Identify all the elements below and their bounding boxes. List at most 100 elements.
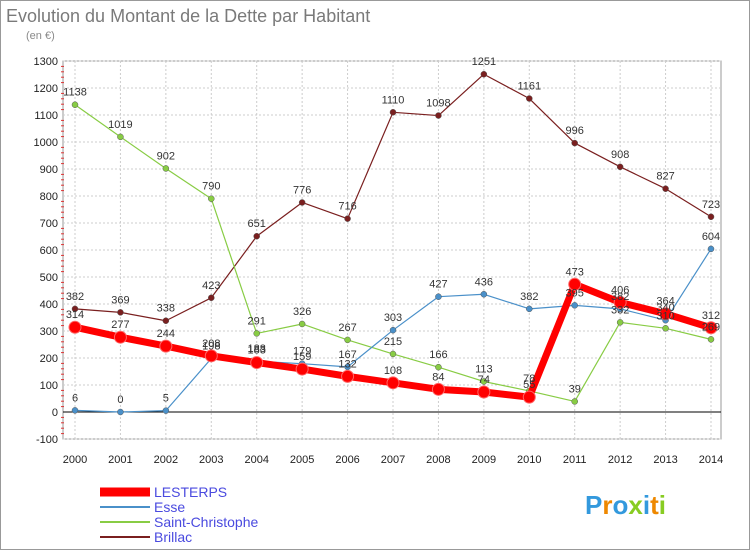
data-label: 436 bbox=[475, 276, 493, 288]
data-label: 364 bbox=[656, 296, 674, 308]
data-label: 312 bbox=[702, 310, 720, 322]
data-label: 1098 bbox=[426, 98, 450, 110]
data-point bbox=[117, 408, 124, 416]
data-label: 1019 bbox=[108, 119, 132, 131]
data-label: 267 bbox=[338, 322, 356, 334]
y-tick-label: 1000 bbox=[34, 137, 58, 149]
data-point bbox=[707, 245, 715, 253]
proxiti-logo: Proxiti bbox=[585, 490, 666, 520]
data-label: 108 bbox=[384, 365, 402, 377]
x-tick-label: 2006 bbox=[335, 454, 359, 466]
data-point bbox=[71, 305, 79, 313]
data-label: 277 bbox=[111, 319, 129, 331]
data-point bbox=[71, 101, 79, 108]
x-tick-label: 2004 bbox=[244, 454, 268, 466]
data-label: 1110 bbox=[382, 94, 405, 106]
data-point bbox=[117, 309, 124, 316]
data-point bbox=[571, 139, 578, 147]
data-point bbox=[526, 95, 533, 102]
data-point bbox=[253, 232, 260, 240]
data-label-layer: 382 369 338 423 651 776 716 1110 1098 1251 1161 996… bbox=[63, 56, 720, 406]
data-point bbox=[431, 382, 445, 396]
x-tick-label: 2010 bbox=[517, 454, 541, 466]
data-label: 310 bbox=[656, 310, 674, 322]
y-tick-label: 1300 bbox=[34, 56, 58, 68]
data-label: 167 bbox=[338, 349, 356, 361]
data-point bbox=[208, 294, 215, 302]
data-label: 183 bbox=[248, 345, 266, 357]
legend-label: Brillac bbox=[154, 529, 192, 545]
y-tick-label: 500 bbox=[40, 272, 58, 284]
data-point bbox=[162, 317, 170, 324]
data-label: 651 bbox=[248, 218, 266, 230]
data-point bbox=[704, 321, 718, 335]
data-label: 5 bbox=[163, 393, 169, 405]
data-point bbox=[250, 356, 264, 370]
x-tick-label: 2002 bbox=[154, 454, 178, 466]
data-label: 382 bbox=[66, 291, 84, 303]
x-tick-label: 2012 bbox=[608, 454, 632, 466]
data-label: 0 bbox=[117, 394, 123, 406]
x-tick-label: 2014 bbox=[699, 454, 723, 466]
data-point bbox=[522, 390, 536, 404]
x-tick-label: 2001 bbox=[108, 454, 132, 466]
data-point bbox=[480, 378, 488, 385]
data-point bbox=[435, 293, 442, 300]
logo-letter: P bbox=[585, 490, 602, 520]
data-label: 996 bbox=[566, 125, 584, 137]
data-label: 332 bbox=[611, 304, 629, 316]
data-label: 423 bbox=[202, 280, 220, 292]
data-label: 1161 bbox=[517, 81, 541, 93]
x-tick-label: 2009 bbox=[472, 454, 496, 466]
data-label: 395 bbox=[566, 287, 584, 299]
data-point bbox=[526, 305, 533, 313]
data-label: 326 bbox=[293, 306, 311, 318]
data-label: 132 bbox=[338, 358, 356, 370]
axis-layer: -100 0 100 200 300 400 500 600 700 800 900 1000 1100… bbox=[34, 56, 724, 466]
y-tick-label: 200 bbox=[40, 353, 58, 365]
data-label: 215 bbox=[384, 336, 402, 348]
data-point bbox=[707, 213, 715, 221]
data-label: 55 bbox=[523, 379, 535, 391]
data-label: 1251 bbox=[472, 56, 496, 68]
data-label: 369 bbox=[111, 294, 129, 306]
data-label: 159 bbox=[293, 351, 311, 363]
data-label: 74 bbox=[478, 374, 490, 386]
x-tick-label: 2007 bbox=[381, 454, 405, 466]
logo-letter: i bbox=[659, 490, 666, 520]
data-point bbox=[571, 398, 578, 405]
data-point bbox=[480, 291, 488, 298]
data-label: 473 bbox=[566, 266, 584, 278]
logo-letter: x bbox=[628, 490, 643, 520]
data-point bbox=[253, 330, 260, 337]
legend-label: LESTERPS bbox=[154, 484, 227, 500]
data-label: 303 bbox=[384, 312, 402, 324]
data-label: 382 bbox=[611, 291, 629, 303]
data-point bbox=[616, 319, 624, 326]
data-label: 244 bbox=[157, 328, 175, 340]
y-tick-label: 400 bbox=[40, 299, 58, 311]
data-label: 39 bbox=[569, 383, 581, 395]
data-point bbox=[162, 165, 170, 172]
data-label: 723 bbox=[702, 199, 720, 211]
chart-subtitle: (en €) bbox=[26, 30, 55, 42]
logo-letter: o bbox=[612, 490, 628, 520]
data-point bbox=[298, 199, 306, 206]
y-tick-label: 600 bbox=[40, 245, 58, 257]
logo-letter: r bbox=[602, 490, 612, 520]
data-point bbox=[204, 349, 218, 363]
data-label: 908 bbox=[611, 149, 629, 161]
data-point bbox=[659, 307, 673, 321]
data-label: 179 bbox=[293, 346, 311, 358]
x-tick-label: 2000 bbox=[63, 454, 87, 466]
data-label: 208 bbox=[202, 338, 220, 350]
data-point bbox=[616, 163, 624, 171]
x-tick-label: 2005 bbox=[290, 454, 314, 466]
data-point bbox=[662, 185, 669, 192]
data-label: 604 bbox=[702, 231, 720, 243]
legend-label: Saint-Christophe bbox=[154, 514, 258, 530]
data-label: 1138 bbox=[63, 87, 87, 99]
data-point bbox=[477, 385, 491, 399]
data-point bbox=[662, 325, 669, 332]
